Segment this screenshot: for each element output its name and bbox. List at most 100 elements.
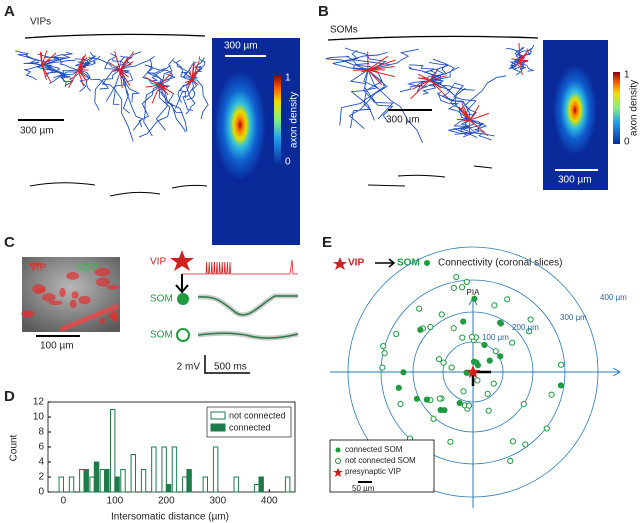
dendrite [184, 60, 200, 87]
bar [182, 476, 188, 493]
histogram: 0 2 4 6 8 10 12 0 100 200 300 400 not connected conne… [33, 397, 296, 507]
scale-label: 100 µm [40, 341, 74, 352]
panel-label: E [322, 234, 332, 251]
bar [254, 484, 260, 493]
x-axis-label: Intersomatic distance (µm) [111, 512, 229, 523]
som-cell [393, 330, 400, 338]
som-cell [507, 457, 514, 465]
panel-label: B [318, 3, 329, 20]
scale-label: 50 µm [352, 484, 375, 493]
ring-label: 300 µm [560, 313, 587, 322]
panel-title: Connectivity (coronal slices) [438, 258, 563, 269]
panel-label: D [4, 388, 15, 405]
som-cell [474, 377, 481, 384]
arrow [375, 258, 396, 268]
legend-box [329, 439, 435, 493]
som-cell [436, 395, 443, 402]
som-cell [481, 341, 488, 349]
som-cell [447, 438, 454, 445]
cell [48, 300, 63, 306]
som-cell [509, 339, 516, 346]
som-cell [471, 295, 478, 302]
dendrite [108, 50, 135, 89]
bar [79, 469, 85, 493]
som-icon [424, 260, 430, 266]
cell [94, 267, 111, 277]
cell [107, 284, 119, 290]
bar [89, 476, 95, 493]
som-cell [460, 388, 467, 395]
legend-marker [335, 447, 341, 453]
som-cell [453, 273, 460, 281]
colorbar-label: axon density [289, 92, 300, 148]
colorbar-min: 0 [285, 157, 291, 168]
bar [120, 469, 126, 493]
vip-star [466, 365, 480, 378]
bar [93, 461, 100, 493]
trace-label: SOM [150, 330, 173, 341]
cell [42, 293, 56, 302]
cell [71, 291, 79, 299]
panel-title: VIPs [30, 17, 51, 28]
vip-star [170, 250, 194, 271]
som-cell [497, 353, 504, 360]
panel-title: SOMs [330, 25, 358, 36]
y-tick-label: 6 [38, 442, 44, 453]
pia-line [327, 35, 539, 41]
som-cell [484, 390, 491, 397]
bar [165, 484, 172, 493]
image-label: SOM [76, 263, 99, 274]
trace-mean [197, 295, 298, 316]
wm-line [29, 182, 208, 197]
bar [83, 469, 89, 493]
som-cell [460, 318, 467, 325]
scale-label: 2 mV [177, 362, 201, 373]
panel-label: C [4, 234, 15, 251]
som-cell [468, 333, 476, 340]
vip-cells [21, 262, 119, 333]
som-cell [522, 441, 529, 448]
som-cell [423, 396, 430, 403]
axon [15, 50, 73, 81]
cell [35, 287, 46, 293]
legend-text: connected SOM [345, 445, 403, 454]
som-cell [543, 425, 550, 432]
som-icon [176, 328, 190, 342]
bar [171, 446, 178, 493]
som-cell [465, 402, 473, 409]
trace-label: VIP [150, 257, 166, 268]
som-cell [379, 364, 386, 371]
heatmap-hotspot [214, 70, 266, 180]
som-cell [458, 284, 466, 291]
colorbar [613, 72, 620, 144]
dendrite [39, 50, 57, 84]
legend-text: presynaptic VIP [345, 467, 401, 476]
som-cell [504, 296, 511, 303]
image-label: VIP [30, 263, 46, 274]
som-cell [525, 328, 533, 335]
som-icon [177, 293, 189, 305]
som-cell [430, 415, 437, 422]
heatmap-hotspot [553, 65, 597, 155]
bar [114, 476, 120, 493]
bar [212, 446, 219, 493]
som-cell [492, 348, 499, 355]
x-tick-label: 400 [261, 496, 278, 507]
y-tick-label: 12 [33, 397, 45, 408]
som-cell [438, 311, 445, 318]
som-cell [456, 399, 463, 407]
dendrite [352, 51, 396, 85]
legend-vip: VIP [348, 258, 364, 269]
cell [28, 262, 44, 267]
bar [284, 476, 291, 493]
legend-swatch [210, 423, 226, 432]
som-cell [490, 380, 497, 387]
scale-label: 300 µm [386, 115, 420, 126]
wm-line [367, 165, 493, 187]
som-cell [427, 323, 434, 331]
som-cell [395, 384, 402, 391]
cell [69, 299, 77, 309]
som-cell [435, 356, 443, 363]
cell [59, 287, 66, 298]
